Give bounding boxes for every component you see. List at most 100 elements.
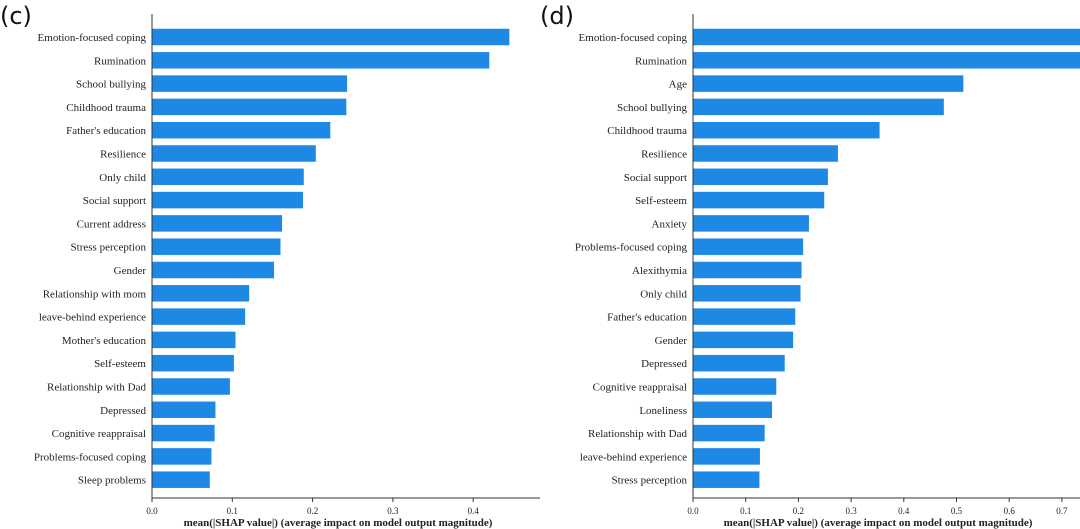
bar	[693, 238, 804, 255]
category-label: School bullying	[76, 79, 146, 91]
x-tick-label: 0.2	[793, 506, 804, 516]
category-label: Childhood trauma	[607, 125, 687, 137]
category-label: Current address	[77, 218, 146, 230]
category-label: leave-behind experience	[580, 451, 687, 463]
x-tick-label: 0.5	[951, 506, 963, 516]
bar	[693, 471, 760, 488]
bar	[693, 424, 765, 442]
bar	[693, 98, 944, 116]
category-label: Resilience	[100, 149, 146, 161]
category-label: Cognitive reappraisal	[593, 382, 687, 394]
bars-group: Emotion-focused coping Rumination Age Schoo…	[575, 28, 1080, 488]
bar	[152, 52, 490, 69]
category-label: Social support	[83, 195, 146, 207]
category-label: Anxiety	[652, 218, 688, 230]
category-label: Stress perception	[71, 242, 147, 254]
category-label: Problems-focused coping	[34, 451, 147, 463]
bar	[152, 261, 275, 279]
bar	[693, 28, 1080, 46]
category-label: Father's education	[66, 125, 146, 137]
bar	[152, 285, 250, 302]
bar	[693, 191, 825, 209]
category-label: Gender	[655, 335, 688, 347]
bar	[693, 378, 777, 395]
bar	[152, 191, 303, 209]
bars-group: Emotion-focused coping Rumination School b…	[34, 28, 510, 488]
category-label: Father's education	[607, 312, 687, 324]
bar	[152, 215, 283, 232]
panel-label-d: (d)	[540, 2, 574, 30]
bar	[693, 121, 880, 139]
bar	[152, 471, 210, 488]
category-label: Stress perception	[612, 475, 688, 487]
bar	[152, 238, 281, 255]
x-axis-label: mean(|SHAP value|) (average impact on mo…	[184, 517, 493, 529]
bar	[152, 145, 316, 162]
bar	[693, 52, 1080, 69]
bar	[693, 331, 794, 349]
x-tick-label: 0.6	[1004, 506, 1016, 516]
chart-panel-d: (d) Emotion-focused coping Rumination Age S…	[540, 0, 1080, 529]
bar	[693, 168, 828, 186]
bar	[152, 98, 347, 116]
category-label: Cognitive reappraisal	[52, 428, 146, 440]
category-label: Emotion-focused coping	[38, 32, 147, 44]
x-tick-label: 0.2	[307, 506, 318, 516]
category-label: Rumination	[635, 55, 687, 67]
bar	[693, 145, 838, 162]
category-label: Gender	[114, 265, 147, 277]
category-label: Childhood trauma	[66, 102, 146, 114]
category-label: School bullying	[617, 102, 687, 114]
category-label: Only child	[640, 288, 687, 300]
bar	[693, 261, 802, 279]
bar	[693, 215, 809, 232]
bar	[152, 448, 212, 465]
x-tick-label: 0.3	[387, 506, 399, 516]
bar	[152, 354, 234, 372]
bar	[693, 285, 801, 302]
bar	[693, 354, 785, 372]
category-label: Depressed	[100, 405, 146, 417]
bar	[693, 308, 796, 325]
bar	[693, 401, 773, 419]
category-label: Self-esteem	[94, 358, 146, 370]
category-label: Problems-focused coping	[575, 242, 688, 254]
x-tick-label: 0.7	[1056, 506, 1068, 516]
category-label: Social support	[624, 172, 687, 184]
bar	[152, 28, 510, 46]
panel-label-c: (c)	[0, 2, 32, 30]
category-label: Self-esteem	[635, 195, 687, 207]
category-label: Alexithymia	[632, 265, 687, 277]
bar	[152, 378, 230, 395]
category-label: Relationship with mom	[43, 288, 147, 300]
bar	[152, 401, 216, 419]
category-label: Age	[669, 79, 687, 91]
bar	[152, 331, 236, 349]
x-tick-label: 0.0	[146, 506, 158, 516]
bar	[152, 424, 215, 442]
category-label: Rumination	[94, 55, 146, 67]
chart-panel-c: (c) Emotion-focused coping Rumination Scho…	[0, 2, 540, 529]
category-label: leave-behind experience	[39, 312, 146, 324]
x-tick-label: 0.3	[845, 506, 857, 516]
category-label: Resilience	[641, 149, 687, 161]
category-label: Only child	[99, 172, 146, 184]
bar	[152, 75, 348, 92]
x-tick-label: 0.4	[898, 506, 910, 516]
category-label: Sleep problems	[78, 475, 146, 487]
x-tick-label: 0.4	[468, 506, 480, 516]
category-label: Emotion-focused coping	[579, 32, 688, 44]
bar	[693, 448, 760, 465]
category-label: Loneliness	[639, 405, 687, 417]
x-axis-label: mean(|SHAP value|) (average impact on mo…	[724, 517, 1033, 529]
chart-d-svg: Emotion-focused coping Rumination Age Schoo…	[575, 14, 1080, 529]
x-tick-label: 0.1	[227, 506, 238, 516]
category-label: Relationship with Dad	[588, 428, 687, 440]
bar	[152, 168, 304, 186]
x-tick-label: 0.0	[687, 506, 699, 516]
x-tick-label: 0.1	[740, 506, 751, 516]
chart-c-svg: Emotion-focused coping Rumination School b…	[34, 14, 540, 529]
bar	[693, 75, 964, 92]
category-label: Depressed	[641, 358, 687, 370]
bar	[152, 121, 331, 139]
